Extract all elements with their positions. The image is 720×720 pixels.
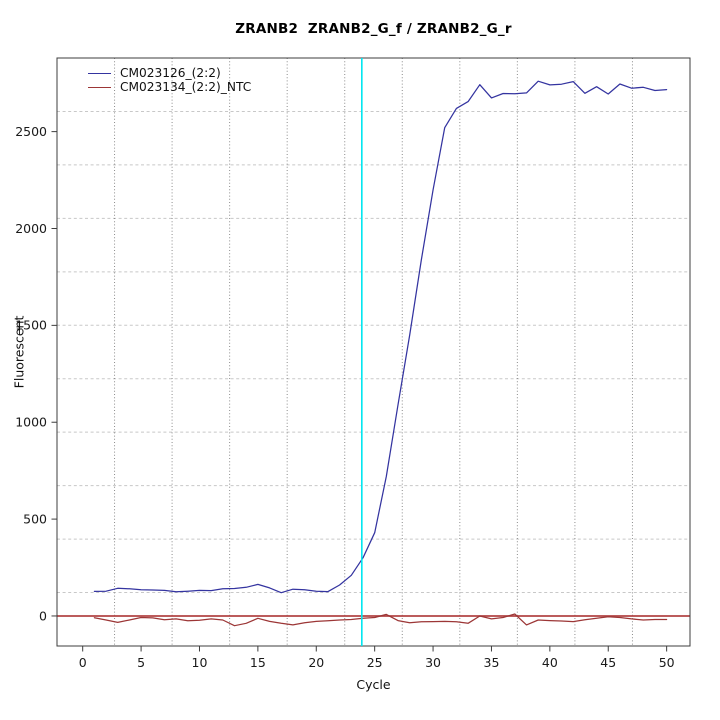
legend-item: CM023126_(2:2): [88, 66, 251, 80]
x-tick-label: 0: [79, 655, 87, 670]
y-axis-label: Fluorescent: [11, 315, 27, 389]
y-tick-label: 1000: [15, 415, 47, 430]
series-line-CM023126_(2:2): [93, 80, 668, 594]
x-tick-label: 40: [542, 655, 558, 670]
legend-label: CM023126_(2:2): [120, 66, 221, 81]
y-tick-label: 2500: [15, 124, 47, 139]
legend-item: CM023134_(2:2)_NTC: [88, 80, 251, 94]
legend: CM023126_(2:2) CM023134_(2:2)_NTC: [88, 66, 251, 94]
legend-line-swatch: [88, 86, 111, 88]
plot-border: [56, 57, 691, 647]
x-tick-label: 5: [137, 655, 145, 670]
x-tick-label: 30: [425, 655, 441, 670]
x-tick-label: 20: [308, 655, 324, 670]
chart-title: ZRANB2 ZRANB2_G_f / ZRANB2_G_r: [235, 21, 512, 37]
x-tick-label: 50: [659, 655, 675, 670]
x-axis-label: Cycle: [356, 677, 391, 692]
y-tick-label: 0: [39, 608, 47, 623]
x-tick-label: 15: [250, 655, 266, 670]
x-tick-label: 10: [192, 655, 208, 670]
x-tick-label: 25: [367, 655, 383, 670]
x-tick-label: 45: [600, 655, 616, 670]
legend-line-swatch: [88, 72, 111, 74]
y-tick-label: 1500: [15, 318, 47, 333]
y-tick-label: 2000: [15, 221, 47, 236]
y-tick-label: 500: [23, 511, 47, 526]
x-tick-label: 35: [484, 655, 500, 670]
series-line-CM023134_(2:2)_NTC: [93, 613, 668, 627]
legend-label: CM023134_(2:2)_NTC: [120, 80, 252, 95]
